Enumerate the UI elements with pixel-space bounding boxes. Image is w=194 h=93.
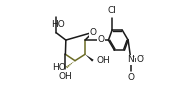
Text: ⁻: ⁻ [140,56,143,61]
Text: O: O [137,55,144,64]
Text: O: O [127,73,134,82]
Text: HO: HO [51,20,65,29]
Polygon shape [85,54,94,62]
Text: ⁺: ⁺ [131,56,134,61]
Text: Cl: Cl [108,6,117,15]
Text: OH: OH [59,72,72,81]
Text: N: N [127,55,134,64]
Text: O: O [97,35,104,44]
Text: O: O [90,28,97,37]
Text: OH: OH [96,56,110,65]
Text: HO: HO [52,63,66,72]
